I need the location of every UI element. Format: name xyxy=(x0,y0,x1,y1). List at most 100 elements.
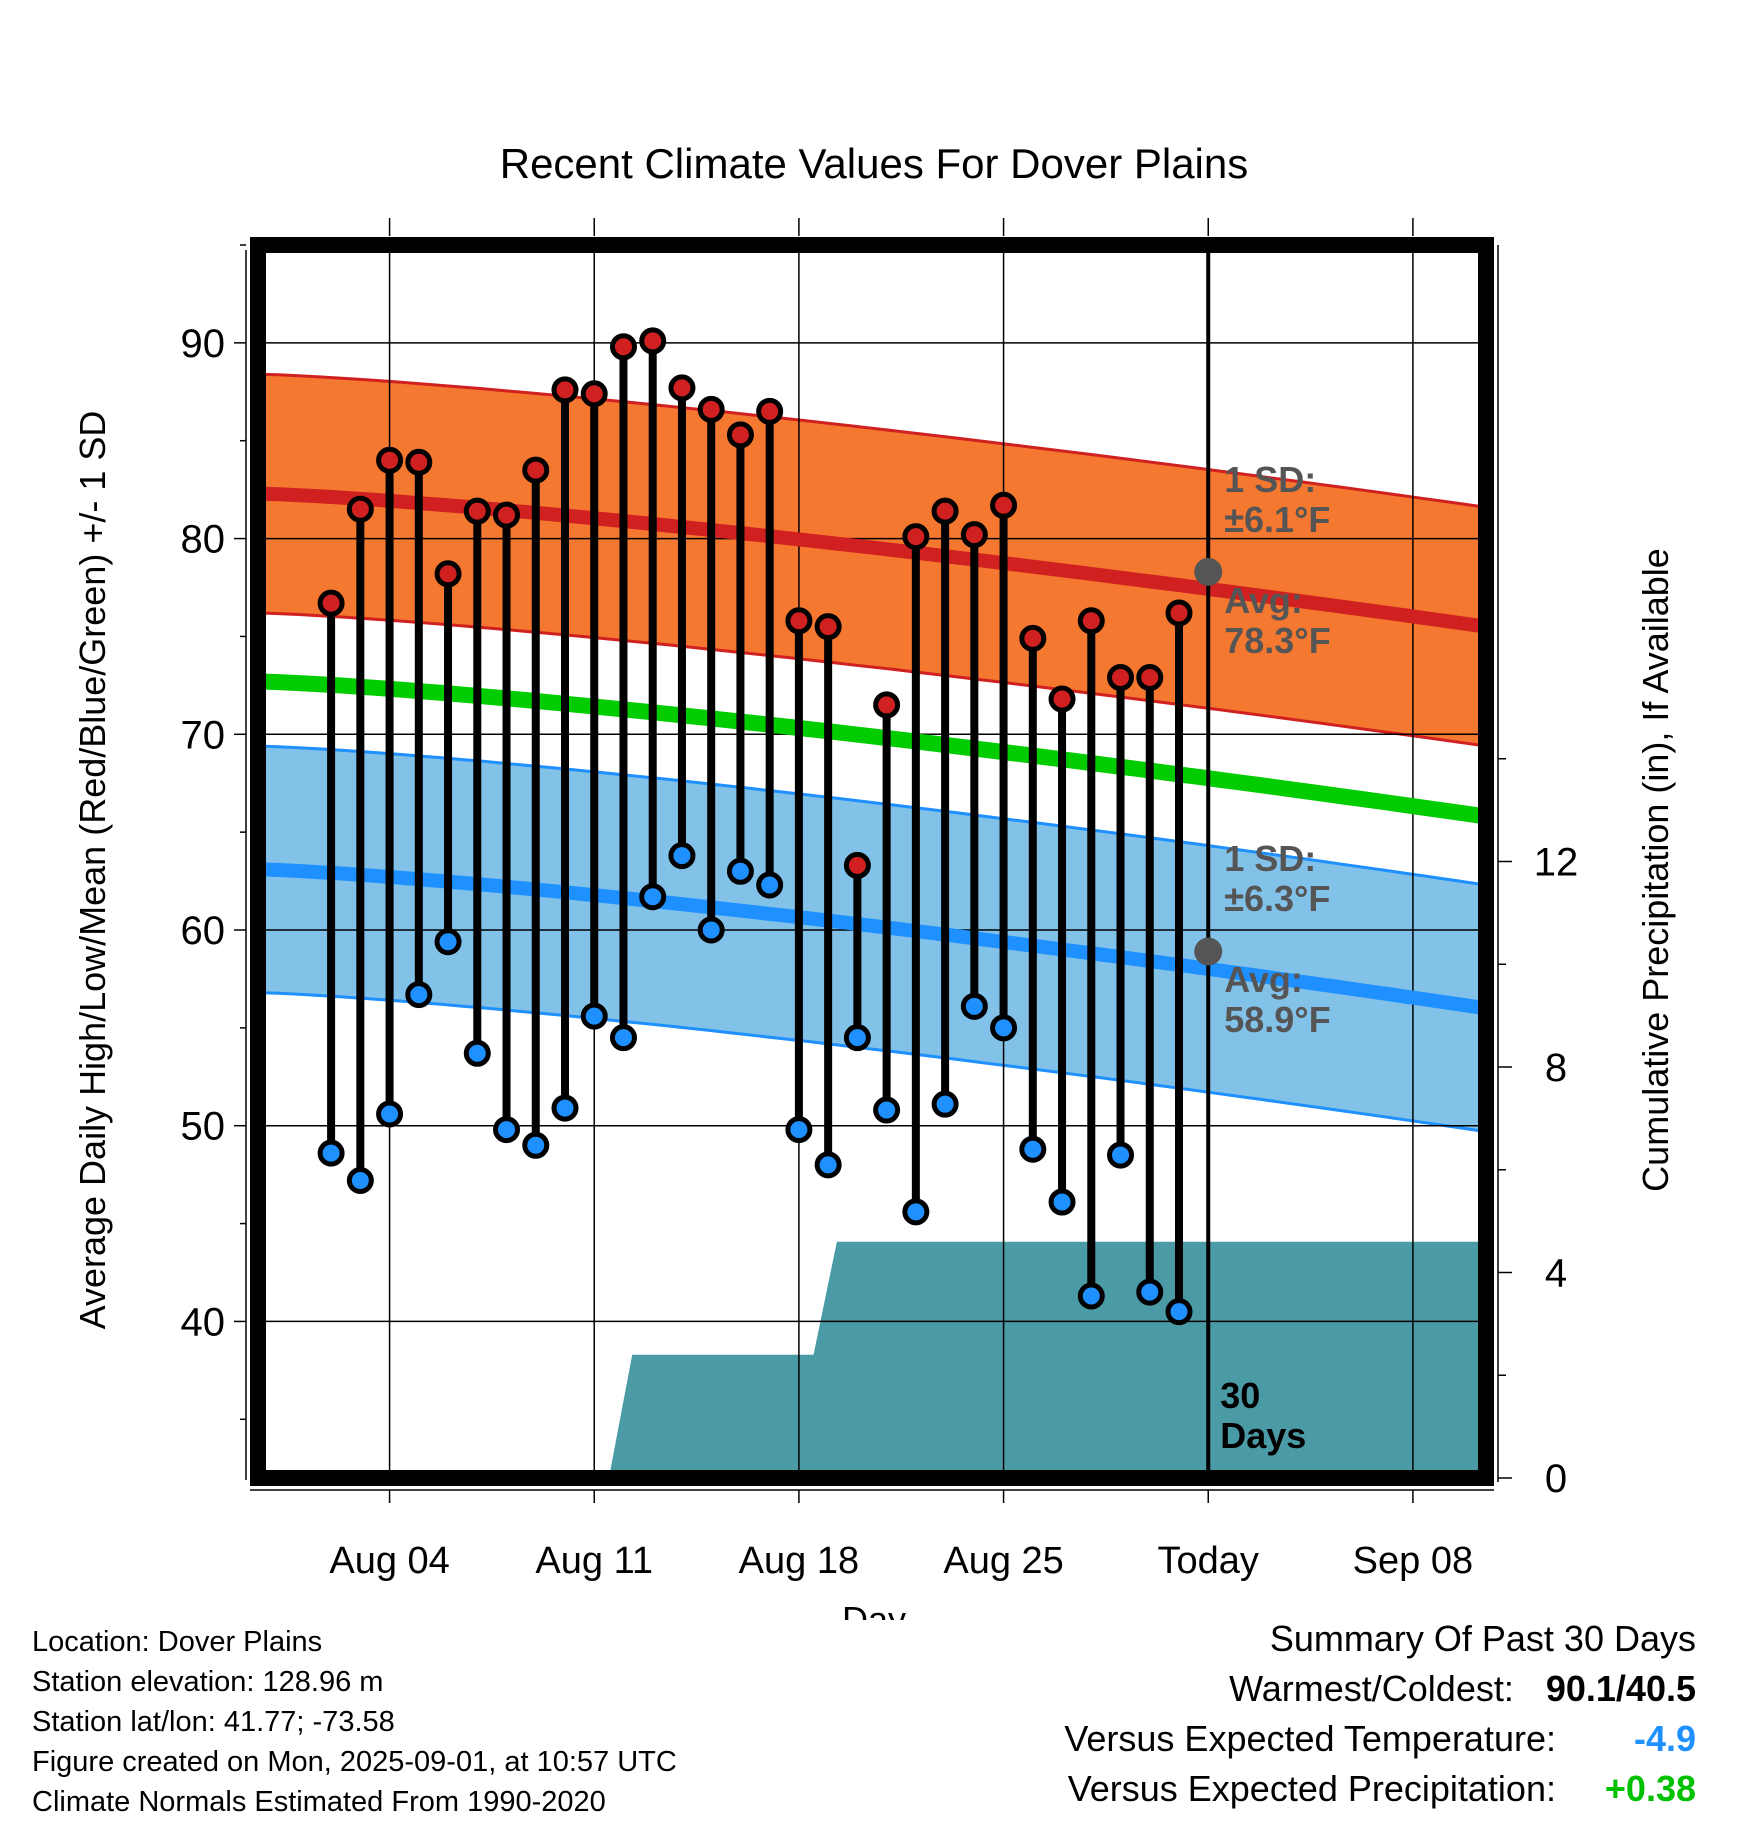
summary-panel: Summary Of Past 30 Days Warmest/Coldest:… xyxy=(1064,1618,1696,1818)
daily-low-point xyxy=(609,1024,637,1052)
y-tick-label: 40 xyxy=(181,1300,226,1344)
daily-high-point xyxy=(405,448,433,476)
period-label: Days xyxy=(1220,1415,1306,1456)
y-tick-label: 70 xyxy=(181,713,226,757)
high-normal-line xyxy=(258,486,1486,634)
info-created: Figure created on Mon, 2025-09-01, at 10… xyxy=(32,1746,677,1778)
daily-low-point xyxy=(756,871,784,899)
x-tick-label: Aug 18 xyxy=(739,1540,859,1582)
low-normal-today-marker xyxy=(1194,937,1223,966)
daily-low-point xyxy=(522,1131,550,1159)
daily-low-point xyxy=(1077,1282,1105,1310)
daily-high-point xyxy=(376,446,404,474)
summary-temp: Versus Expected Temperature: -4.9 xyxy=(1064,1718,1696,1768)
daily-high-point xyxy=(434,560,462,588)
daily-low-point xyxy=(990,1014,1018,1042)
low-sd-annotation: 1 SD: xyxy=(1224,838,1316,879)
warm-cold-label: Warmest/Coldest: xyxy=(1229,1668,1514,1709)
daily-high-point xyxy=(668,374,696,402)
temp-label: Versus Expected Temperature: xyxy=(1064,1718,1556,1759)
daily-low-point xyxy=(405,981,433,1009)
x-tick-label: Sep 08 xyxy=(1353,1540,1473,1582)
low-sd-annotation: ±6.3°F xyxy=(1224,878,1330,919)
daily-high-point xyxy=(814,613,842,641)
daily-high-point xyxy=(990,491,1018,519)
low-sd-band-upper-edge xyxy=(258,744,1486,887)
low-normal-line xyxy=(258,862,1486,1016)
y-tick-label: 80 xyxy=(181,518,226,562)
daily-low-point xyxy=(873,1096,901,1124)
daily-low-point xyxy=(697,916,725,944)
high-sd-band-upper-edge xyxy=(258,372,1486,509)
plot-content xyxy=(258,245,1486,1478)
daily-high-point xyxy=(726,421,754,449)
daily-low-point xyxy=(1107,1141,1135,1169)
x-tick-label: Aug 25 xyxy=(943,1540,1063,1582)
y-axis-label: Average Daily High/Low/Mean (Red/Blue/Gr… xyxy=(72,411,113,1330)
daily-high-point xyxy=(639,327,667,355)
daily-low-point xyxy=(1019,1135,1047,1163)
daily-high-point xyxy=(873,691,901,719)
daily-high-point xyxy=(902,523,930,551)
daily-high-point xyxy=(317,589,345,617)
y2-tick-label: 4 xyxy=(1545,1252,1567,1296)
daily-high-point xyxy=(1107,664,1135,692)
temp-value: -4.9 xyxy=(1633,1718,1696,1759)
warm-cold-value: 90.1/40.5 xyxy=(1545,1668,1696,1709)
daily-high-point xyxy=(1165,599,1193,627)
daily-high-point xyxy=(609,333,637,361)
high-avg-annotation: 78.3°F xyxy=(1224,620,1330,661)
x-axis-label: Day xyxy=(842,1599,906,1620)
climate-chart: Recent Climate Values For Dover Plains 1… xyxy=(72,140,1676,1620)
daily-low-point xyxy=(346,1167,374,1195)
daily-low-point xyxy=(902,1198,930,1226)
daily-low-point xyxy=(434,928,462,956)
chart-title: Recent Climate Values For Dover Plains xyxy=(500,140,1249,187)
daily-low-point xyxy=(493,1116,521,1144)
daily-low-point xyxy=(668,842,696,870)
daily-high-point xyxy=(1048,685,1076,713)
daily-high-point xyxy=(931,497,959,525)
high-normal-today-marker xyxy=(1194,557,1223,586)
daily-high-point xyxy=(1077,607,1105,635)
high-sd-annotation: 1 SD: xyxy=(1224,459,1316,500)
daily-high-point xyxy=(551,376,579,404)
period-label: 30 xyxy=(1220,1375,1260,1416)
daily-low-point xyxy=(1048,1188,1076,1216)
mean-normal-line xyxy=(258,673,1486,825)
daily-high-point xyxy=(463,497,491,525)
daily-low-point xyxy=(551,1094,579,1122)
info-location: Location: Dover Plains xyxy=(32,1626,323,1658)
daily-low-point xyxy=(639,883,667,911)
daily-high-point xyxy=(493,501,521,529)
x-tick-label: Aug 11 xyxy=(535,1540,653,1582)
low-avg-annotation: Avg: xyxy=(1224,959,1303,1000)
daily-high-point xyxy=(580,380,608,408)
daily-high-point xyxy=(785,607,813,635)
daily-low-point xyxy=(1165,1298,1193,1326)
daily-high-point xyxy=(1136,664,1164,692)
y-tick-label: 90 xyxy=(181,322,226,366)
plot-frame xyxy=(250,237,1494,1486)
high-sd-annotation: ±6.1°F xyxy=(1224,499,1330,540)
precip-label: Versus Expected Precipitation: xyxy=(1067,1768,1556,1809)
high-sd-band-lower-edge xyxy=(258,611,1486,748)
info-elevation: Station elevation: 128.96 m xyxy=(32,1666,384,1698)
daily-low-point xyxy=(1136,1278,1164,1306)
daily-high-point xyxy=(843,851,871,879)
daily-high-point xyxy=(697,395,725,423)
daily-high-point xyxy=(756,397,784,425)
info-latlon: Station lat/lon: 41.77; -73.58 xyxy=(32,1706,395,1738)
low-sd-band-lower-edge xyxy=(258,991,1486,1134)
info-normals: Climate Normals Estimated From 1990-2020 xyxy=(32,1786,606,1818)
daily-low-point xyxy=(376,1100,404,1128)
daily-low-point xyxy=(843,1024,871,1052)
summary-precip: Versus Expected Precipitation: +0.38 xyxy=(1064,1768,1696,1818)
y-tick-label: 50 xyxy=(181,1105,226,1149)
y2-axis-label: Cumulative Precipitation (in), If Availa… xyxy=(1635,548,1676,1192)
daily-low-point xyxy=(960,992,988,1020)
station-info: Location: Dover Plains Station elevation… xyxy=(32,1622,677,1822)
daily-low-point xyxy=(785,1116,813,1144)
y2-tick-label: 8 xyxy=(1545,1046,1567,1090)
